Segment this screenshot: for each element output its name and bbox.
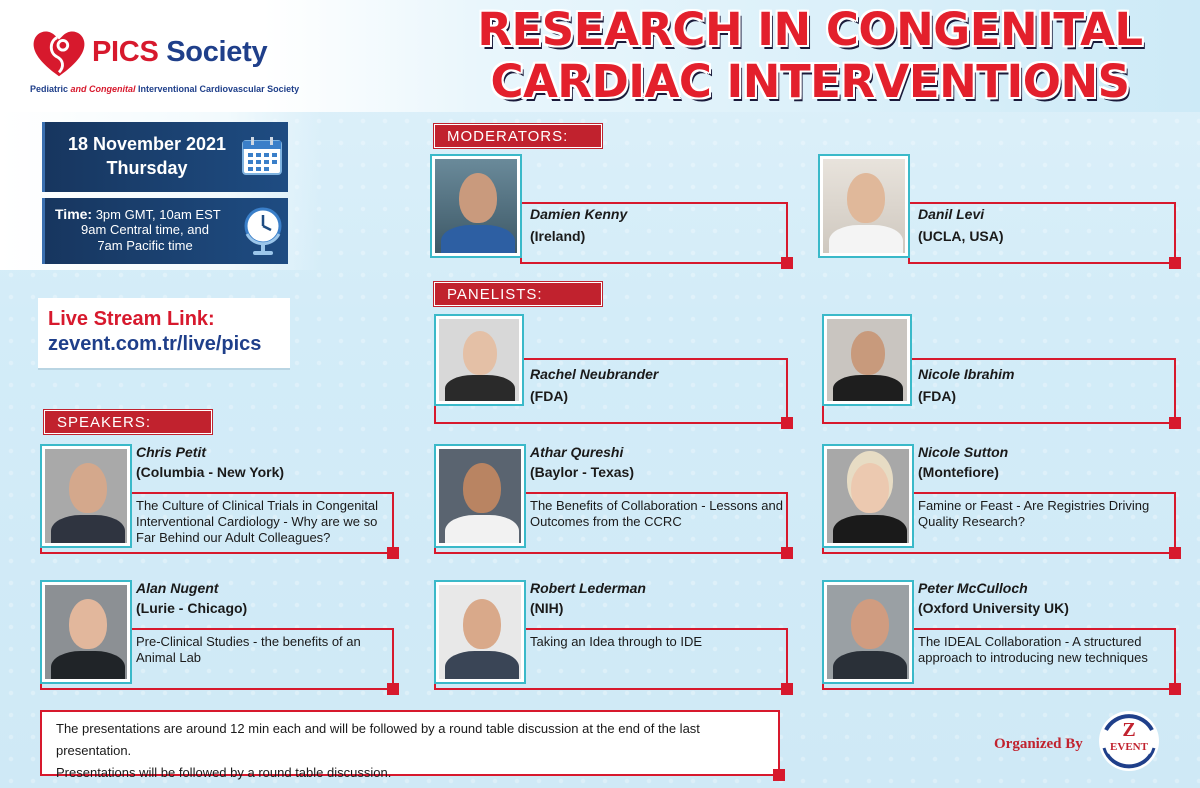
talk-title: Taking an Idea through to IDE bbox=[530, 634, 703, 649]
zevent-logo: Z EVENT bbox=[1099, 711, 1159, 771]
speaker-card-nicole-sutton: Nicole Sutton (Montefiore) Famine or Fea… bbox=[818, 444, 1181, 559]
time-line-1-text: 3pm GMT, 10am EST bbox=[92, 207, 221, 222]
speaker-card-chris-petit: Chris Petit (Columbia - New York) The Cu… bbox=[36, 444, 399, 559]
talk-title: The Benefits of Collaboration - Lessons … bbox=[530, 498, 783, 529]
speaker-card-athar-qureshi: Athar Qureshi (Baylor - Texas) The Benef… bbox=[430, 444, 793, 559]
person-affiliation: (FDA) bbox=[530, 388, 569, 404]
panelist-card-nicole-ibrahim: Nicole Ibrahim (FDA) bbox=[822, 314, 1181, 429]
live-stream-link[interactable]: zevent.com.tr/live/pics bbox=[48, 333, 262, 355]
avatar bbox=[40, 444, 132, 548]
live-stream-label: Live Stream Link: bbox=[48, 308, 215, 330]
person-affiliation: (Baylor - Texas) bbox=[530, 464, 634, 480]
avatar bbox=[434, 314, 524, 406]
person-affiliation: (Columbia - New York) bbox=[136, 464, 285, 480]
page-title: RESEARCH IN CONGENITAL CARDIAC INTERVENT… bbox=[420, 4, 1200, 108]
person-name: Damien Kenny bbox=[530, 206, 628, 222]
talk-title: The Culture of Clinical Trials in Congen… bbox=[136, 498, 379, 545]
speakers-heading: SPEAKERS: bbox=[44, 410, 212, 434]
date-box: 18 November 2021 Thursday bbox=[42, 122, 288, 192]
logo-name-main: PICS bbox=[92, 36, 159, 68]
zevent-logo-letter: Z bbox=[1122, 719, 1135, 741]
speaker-card-peter-mcculloch: Peter McCulloch (Oxford University UK) T… bbox=[818, 580, 1181, 695]
logo-subtitle: Pediatric and Congenital Interventional … bbox=[30, 84, 299, 94]
avatar bbox=[434, 444, 526, 548]
talk-title: Pre-Clinical Studies - the benefits of a… bbox=[136, 634, 361, 665]
person-name: Rachel Neubrander bbox=[530, 366, 659, 382]
person-affiliation: (Oxford University UK) bbox=[918, 600, 1069, 616]
person-name: Alan Nugent bbox=[136, 580, 219, 596]
organizer-label: Organized By bbox=[994, 736, 1083, 752]
note-line-2: Presentations will be followed by a roun… bbox=[56, 765, 392, 780]
talk-title: Famine or Feast - Are Registries Driving… bbox=[918, 498, 1150, 529]
heart-logo-icon bbox=[33, 31, 85, 77]
time-label: Time: bbox=[55, 206, 93, 222]
event-date: 18 November 2021 bbox=[67, 134, 227, 154]
presentation-note: The presentations are around 12 min each… bbox=[40, 710, 785, 781]
live-stream-box: Live Stream Link: zevent.com.tr/live/pic… bbox=[38, 298, 290, 368]
note-line-1: The presentations are around 12 min each… bbox=[56, 721, 700, 758]
header-band bbox=[0, 0, 1200, 112]
avatar bbox=[822, 444, 914, 548]
logo-name-rest: Society bbox=[158, 36, 268, 68]
speaker-card-robert-lederman: Robert Lederman (NIH) Taking an Idea thr… bbox=[430, 580, 793, 695]
person-name: Danil Levi bbox=[918, 206, 985, 222]
avatar bbox=[40, 580, 132, 684]
person-affiliation: (NIH) bbox=[530, 600, 564, 616]
moderator-card-damien-kenny: Damien Kenny (Ireland) bbox=[430, 154, 793, 269]
title-line-2: CARDIAC INTERVENTIONS bbox=[490, 55, 1130, 108]
event-day: Thursday bbox=[106, 158, 188, 178]
pics-society-logo: PICS Society Pediatric and Congenital In… bbox=[30, 22, 300, 102]
panelist-card-rachel-neubrander: Rachel Neubrander (FDA) bbox=[434, 314, 793, 429]
person-affiliation: (Lurie - Chicago) bbox=[136, 600, 248, 616]
avatar bbox=[818, 154, 910, 258]
speaker-card-alan-nugent: Alan Nugent (Lurie - Chicago) Pre-Clinic… bbox=[36, 580, 399, 695]
talk-title: The IDEAL Collaboration - A structured a… bbox=[918, 634, 1148, 665]
logo-name: PICS Society bbox=[92, 36, 268, 69]
person-name: Chris Petit bbox=[136, 444, 207, 460]
time-box: Time: 3pm GMT, 10am EST 9am Central time… bbox=[42, 198, 288, 264]
time-line-1: Time: 3pm GMT, 10am EST bbox=[55, 206, 221, 222]
logo-sub-italic: and Congenital bbox=[70, 84, 136, 94]
panelists-heading: PANELISTS: bbox=[434, 282, 602, 306]
moderators-heading: MODERATORS: bbox=[434, 124, 602, 148]
logo-sub-pre: Pediatric bbox=[30, 84, 71, 94]
avatar bbox=[434, 580, 526, 684]
person-name: Nicole Sutton bbox=[918, 444, 1009, 460]
time-line-2: 9am Central time, and bbox=[81, 222, 209, 237]
person-affiliation: (UCLA, USA) bbox=[918, 228, 1004, 244]
person-name: Robert Lederman bbox=[530, 580, 646, 596]
title-line-1: RESEARCH IN CONGENITAL bbox=[477, 3, 1143, 56]
person-name: Peter McCulloch bbox=[918, 580, 1028, 596]
zevent-logo-word: EVENT bbox=[1110, 741, 1149, 753]
person-affiliation: (Montefiore) bbox=[918, 464, 999, 480]
avatar bbox=[430, 154, 522, 258]
logo-sub-post: Interventional Cardiovascular Society bbox=[135, 84, 300, 94]
person-affiliation: (FDA) bbox=[918, 388, 957, 404]
avatar bbox=[822, 314, 912, 406]
avatar bbox=[822, 580, 914, 684]
moderator-card-danil-levi: Danil Levi (UCLA, USA) bbox=[818, 154, 1181, 269]
calendar-icon bbox=[242, 137, 282, 175]
person-name: Athar Qureshi bbox=[530, 444, 624, 460]
globe-clock-icon bbox=[244, 207, 282, 255]
time-line-3: 7am Pacific time bbox=[97, 238, 193, 253]
person-affiliation: (Ireland) bbox=[530, 228, 586, 244]
person-name: Nicole Ibrahim bbox=[918, 366, 1015, 382]
